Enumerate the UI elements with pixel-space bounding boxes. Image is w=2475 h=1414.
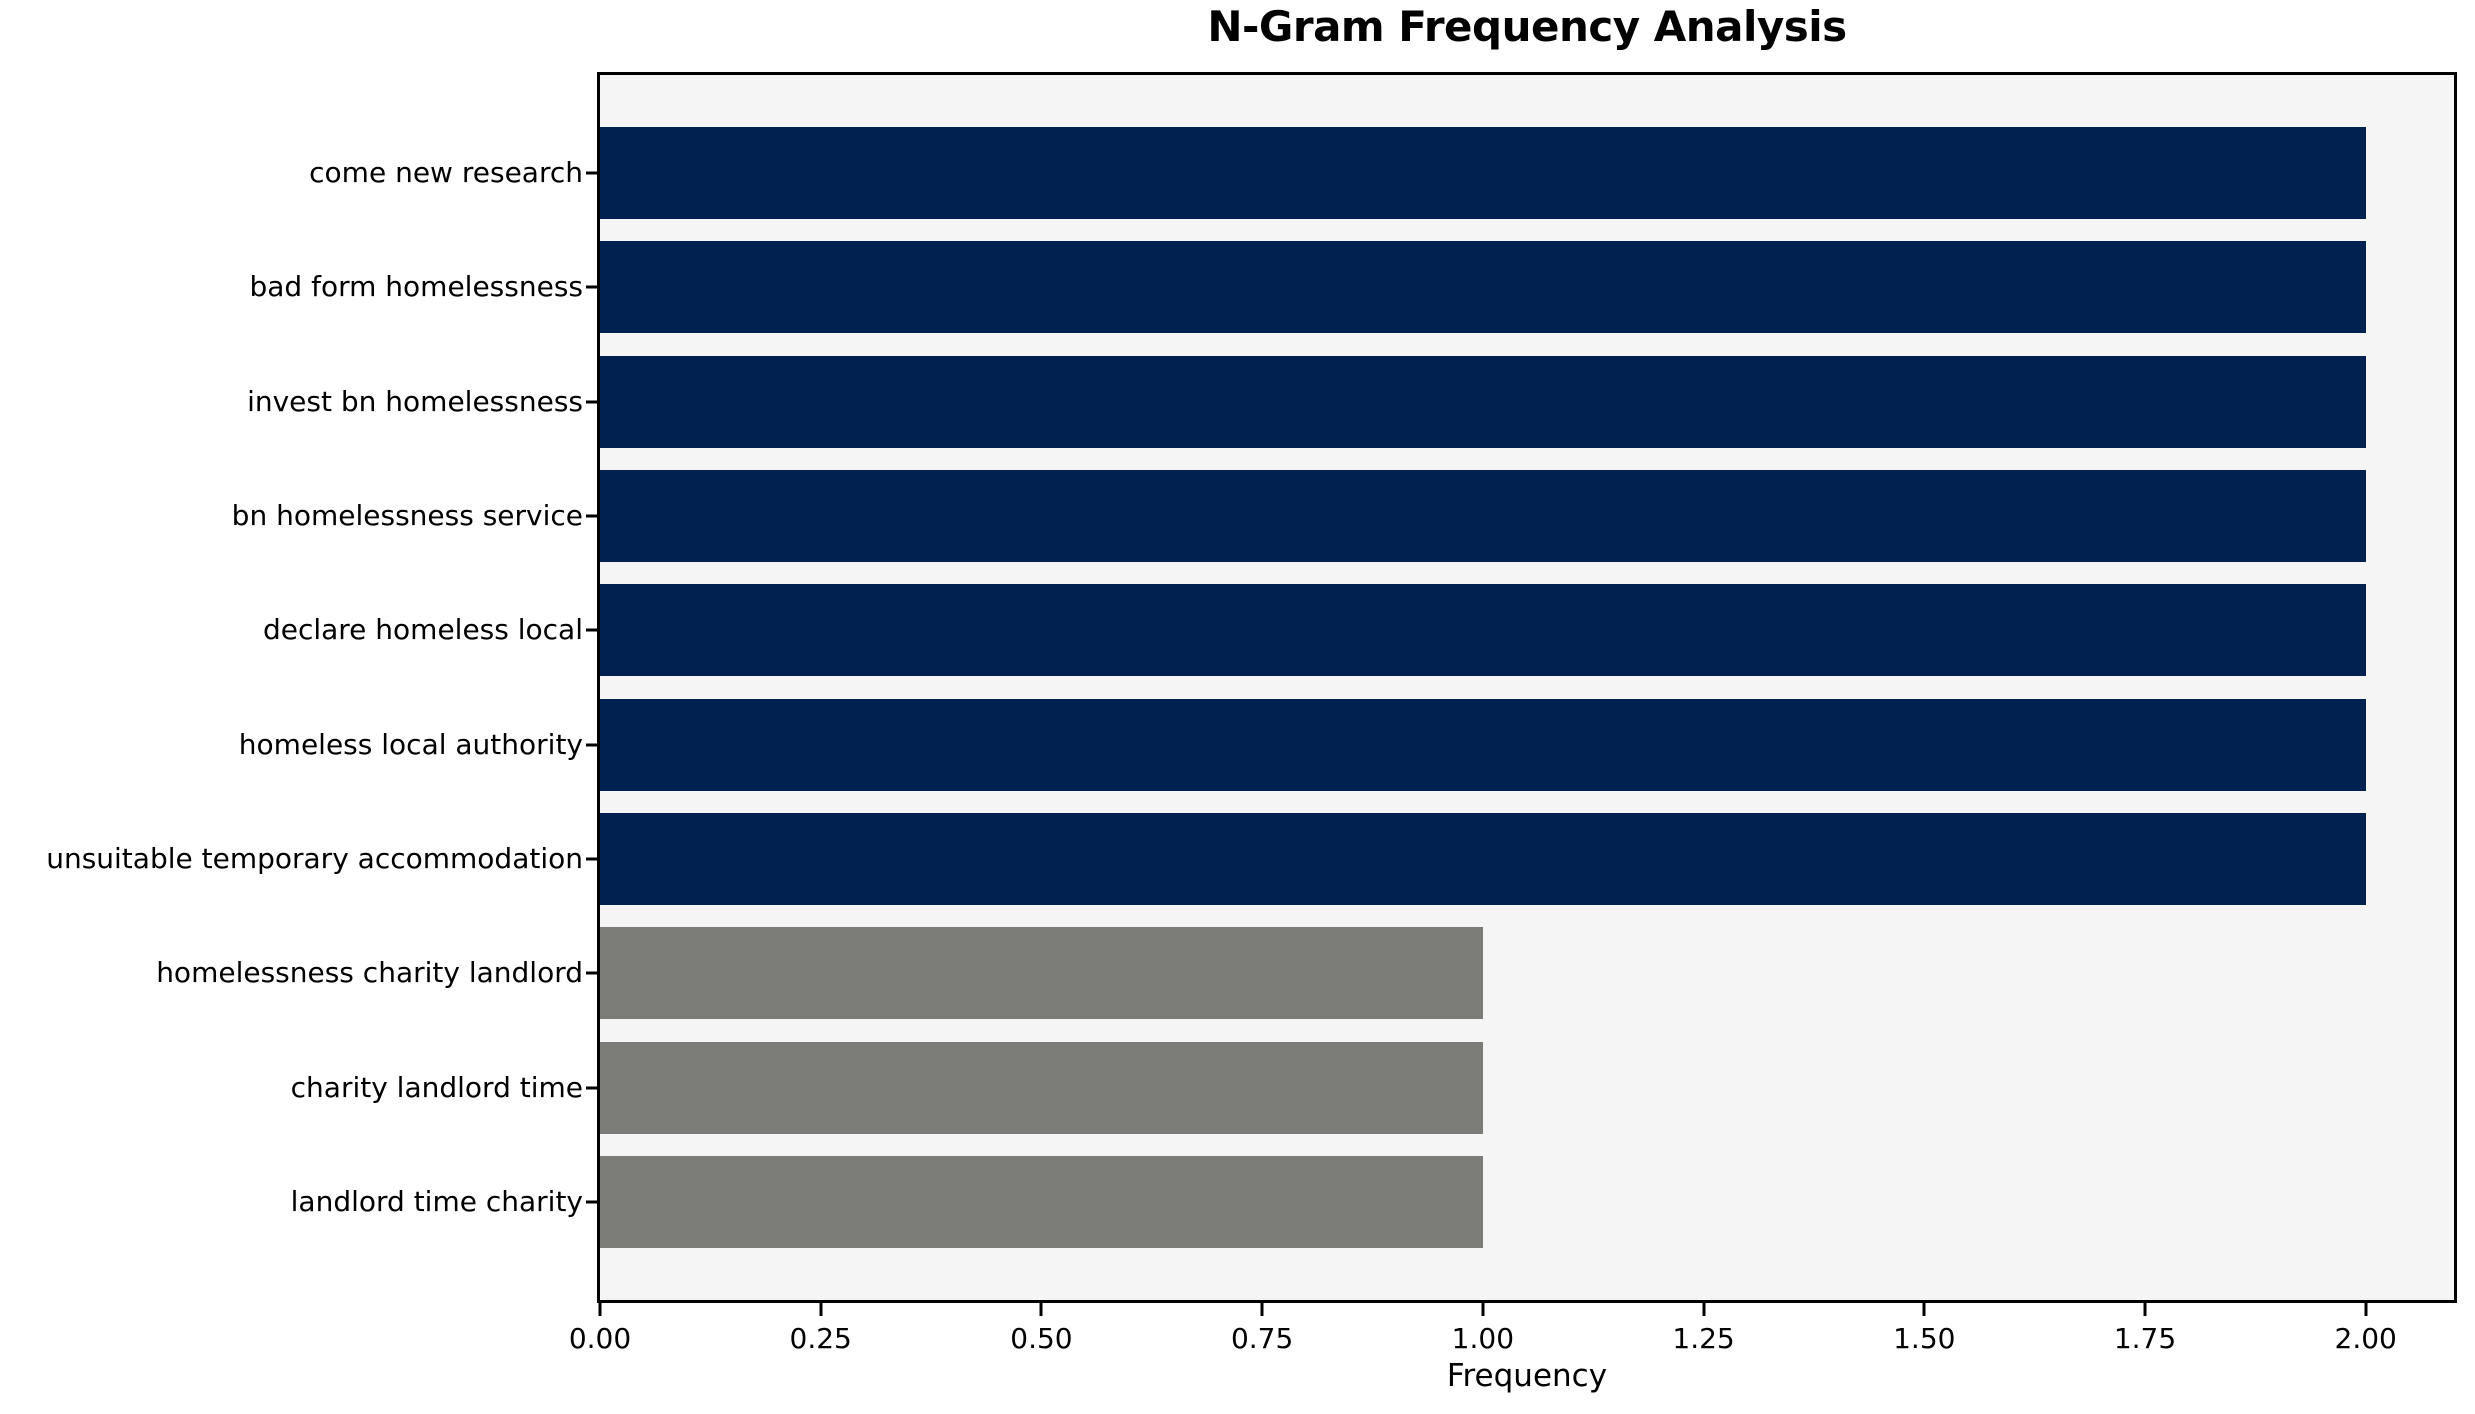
x-tick-mark	[2364, 1303, 2368, 1316]
x-tick-mark	[1702, 1303, 1706, 1316]
x-tick-label-0.50: 0.50	[1010, 1322, 1073, 1355]
x-tick-mark	[819, 1303, 823, 1316]
y-tick-label-unsuitable-temporary-accommodation: unsuitable temporary accommodation	[46, 841, 583, 875]
y-tick-mark	[586, 400, 597, 404]
x-tick-label-0.00: 0.00	[568, 1322, 632, 1355]
bar-homeless-local-authority	[600, 698, 2366, 791]
chart-title: N-Gram Frequency Analysis	[1207, 2, 1847, 51]
x-tick-label-2.00: 2.00	[2334, 1322, 2397, 1355]
bar-homelessness-charity-landlord	[600, 927, 1483, 1020]
y-tick-label-homelessness-charity-landlord: homelessness charity landlord	[156, 956, 583, 990]
x-tick-mark	[2143, 1303, 2147, 1316]
bar-bad-form-homelessness	[600, 241, 2366, 334]
y-tick-label-landlord-time-charity: landlord time charity	[290, 1184, 583, 1218]
y-tick-label-charity-landlord-time: charity landlord time	[290, 1070, 583, 1104]
x-tick-mark	[1039, 1303, 1043, 1316]
x-tick-label-1.50: 1.50	[1893, 1322, 1956, 1355]
y-tick-label-invest-bn-homelessness: invest bn homelessness	[247, 384, 583, 418]
plot-area	[597, 72, 2457, 1303]
y-tick-mark	[586, 1200, 597, 1204]
bar-unsuitable-temporary-accommodation	[600, 813, 2366, 905]
x-tick-mark	[1922, 1303, 1926, 1316]
x-tick-label-0.25: 0.25	[789, 1322, 852, 1355]
y-tick-mark	[586, 1086, 597, 1090]
y-tick-mark	[586, 514, 597, 518]
x-tick-label-1.75: 1.75	[2113, 1322, 2177, 1355]
y-tick-label-come-new-research: come new research	[309, 155, 583, 189]
y-tick-label-bad-form-homelessness: bad form homelessness	[249, 270, 584, 304]
x-tick-mark	[1260, 1303, 1264, 1316]
y-tick-mark	[586, 285, 597, 289]
x-axis-label: Frequency	[1446, 1358, 1608, 1394]
y-tick-mark	[586, 857, 597, 861]
x-tick-mark	[598, 1303, 602, 1316]
bar-declare-homeless-local	[600, 584, 2366, 677]
bar-bn-homelessness-service	[600, 470, 2366, 562]
bar-charity-landlord-time	[600, 1041, 1483, 1134]
bar-landlord-time-charity	[600, 1156, 1483, 1248]
y-tick-label-homeless-local-authority: homeless local authority	[238, 727, 583, 761]
y-tick-mark	[586, 971, 597, 975]
x-tick-label-1.25: 1.25	[1672, 1322, 1735, 1355]
y-tick-mark	[586, 628, 597, 632]
bars-layer	[600, 75, 2454, 1300]
y-tick-mark	[586, 171, 597, 175]
x-tick-mark	[1481, 1303, 1485, 1316]
y-tick-label-bn-homelessness-service: bn homelessness service	[231, 498, 583, 532]
y-tick-label-declare-homeless-local: declare homeless local	[262, 613, 583, 647]
y-tick-mark	[586, 743, 597, 747]
x-tick-label-0.75: 0.75	[1230, 1322, 1294, 1355]
bar-invest-bn-homelessness	[600, 355, 2366, 448]
bar-come-new-research	[600, 127, 2366, 219]
x-tick-label-1.00: 1.00	[1451, 1322, 1515, 1355]
